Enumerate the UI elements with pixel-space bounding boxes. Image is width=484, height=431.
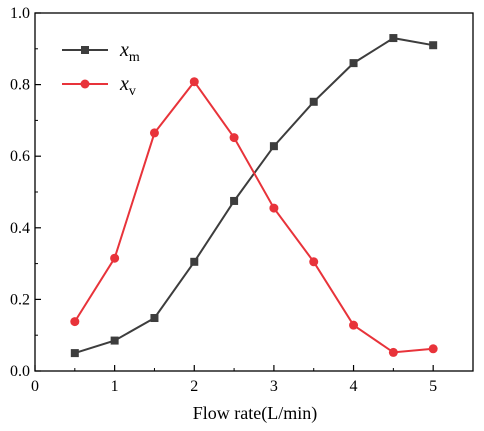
data-point [429,41,438,50]
legend-item: xv [62,73,136,99]
data-point [190,257,199,266]
x-tick-label: 5 [429,378,437,395]
data-point [269,203,279,213]
legend-item: xm [62,39,140,65]
data-point [149,128,159,138]
data-point [389,34,398,43]
legend: xm xv [62,39,140,99]
data-point [229,133,239,143]
y-tick-label: 0.6 [10,148,30,165]
data-point [189,77,199,87]
data-point [150,314,159,323]
y-tick-label: 0.0 [10,363,30,380]
y-tick-label: 0.2 [10,291,30,308]
data-point [309,257,319,267]
data-point [428,344,438,354]
legend-label-subscript: m [129,50,140,65]
legend-marker [80,79,90,89]
y-tick-label: 0.8 [10,77,30,94]
x-tick-label: 0 [31,378,39,395]
legend-label: xv [119,73,136,99]
series-xv [70,77,438,357]
y-tick-label: 1.0 [10,5,30,22]
data-point [349,59,358,68]
legend-marker [81,46,89,54]
y-tick-label: 0.4 [10,220,30,237]
legend-label: xm [119,39,140,65]
x-tick-label: 4 [350,378,358,395]
axes: 0 1 2 3 4 5 0.0 0.2 0.4 0.6 0.8 1.0 [10,5,474,395]
legend-label-subscript: v [129,84,136,99]
data-point [309,97,318,106]
data-point [70,317,80,327]
data-point [110,253,120,263]
data-point [349,320,359,330]
data-point [269,142,278,151]
x-tick-label: 2 [190,378,198,395]
plot-frame [34,12,474,372]
x-axis-title: Flow rate(L/min) [193,403,317,424]
x-tick-label: 1 [111,378,119,395]
series-layer [70,34,438,358]
x-tick-label: 3 [270,378,278,395]
data-point [388,347,398,357]
data-point [70,349,79,358]
data-point [230,196,239,205]
data-point [110,336,119,345]
series-line [73,80,434,354]
